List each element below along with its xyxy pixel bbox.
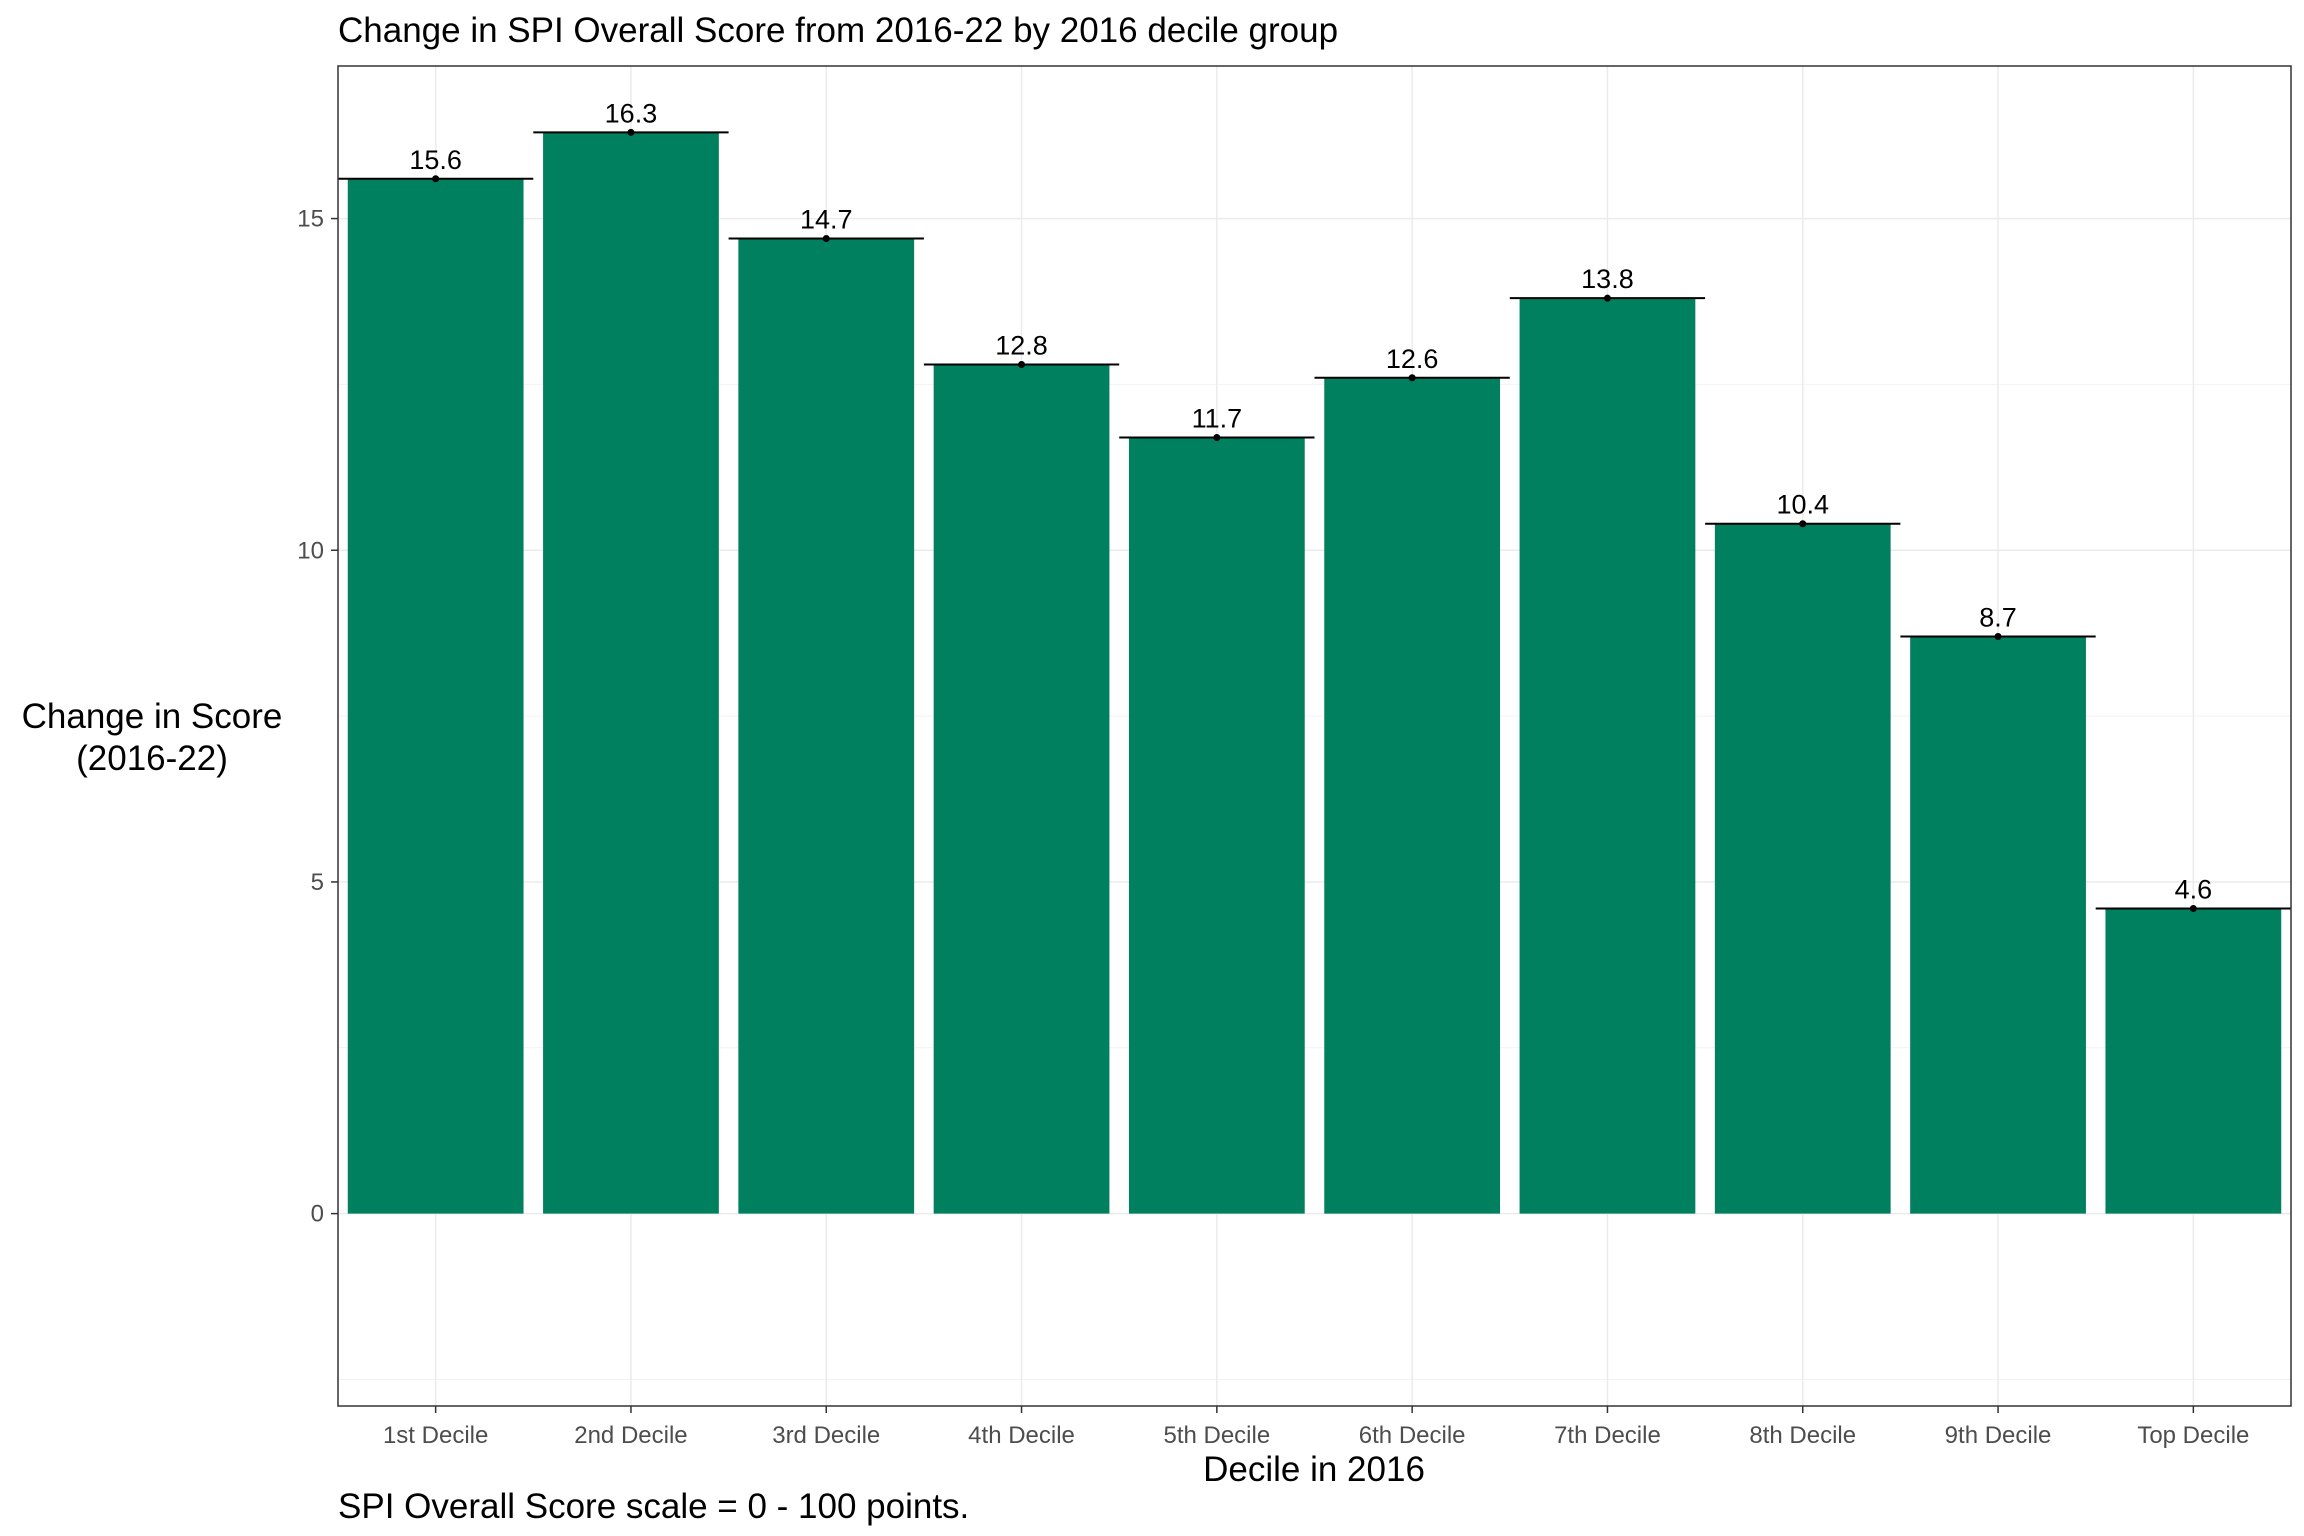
bar: [738, 238, 915, 1214]
plot-panel-border: [337, 65, 2292, 1407]
bar-layer: [347, 132, 2282, 1214]
x-tick-label: 9th Decile: [1945, 1422, 2052, 1449]
chart-caption: SPI Overall Score scale = 0 - 100 points…: [338, 1487, 969, 1526]
chart-title: Change in SPI Overall Score from 2016-22…: [338, 11, 1338, 50]
bar: [2105, 908, 2282, 1214]
x-axis-title: Decile in 2016: [1203, 1450, 1425, 1489]
data-label: 4.6: [2175, 874, 2213, 904]
x-tick-label: 2nd Decile: [574, 1422, 687, 1449]
bar: [543, 132, 719, 1214]
value-point: [2189, 904, 2197, 912]
bar: [1128, 437, 1305, 1214]
value-point: [1994, 632, 2002, 640]
x-tick-label: Top Decile: [2137, 1422, 2249, 1449]
y-axis-title-line-1: Change in Score: [22, 697, 283, 736]
y-axis-title-line-2: (2016-22): [76, 739, 228, 778]
value-point: [432, 175, 440, 183]
y-tick-label: 5: [311, 869, 324, 896]
data-label: 13.8: [1581, 264, 1634, 294]
x-tick-label: 1st Decile: [383, 1422, 488, 1449]
bar: [1714, 523, 1891, 1214]
x-tick-label: 7th Decile: [1554, 1422, 1661, 1449]
data-label: 11.7: [1192, 403, 1243, 433]
bar: [1519, 298, 1696, 1214]
data-label-layer: 15.6 16.3 14.7 12.8 11.7 12.6 13.8 10.4 8.7 4.6: [409, 98, 2212, 904]
data-label: 8.7: [1979, 602, 2017, 632]
x-axis: 1st Decile 2nd Decile 3rd Decile 4th Decile…: [383, 1406, 2249, 1449]
x-tick-label: 8th Decile: [1749, 1422, 1856, 1449]
error-bar-layer: [338, 128, 2291, 912]
data-label: 12.8: [995, 331, 1048, 361]
x-tick-label: 4th Decile: [968, 1422, 1075, 1449]
y-tick-label: 10: [297, 537, 324, 564]
value-point: [627, 128, 635, 136]
value-point: [1018, 361, 1026, 369]
value-point: [822, 234, 830, 242]
data-label: 16.3: [605, 98, 658, 128]
data-label: 14.7: [800, 204, 853, 234]
x-tick-label: 3rd Decile: [772, 1422, 880, 1449]
x-tick-label: 6th Decile: [1359, 1422, 1466, 1449]
data-label: 12.6: [1386, 344, 1439, 374]
y-axis: 0 5 10 15: [297, 206, 338, 1228]
bar: [1910, 636, 2086, 1214]
y-tick-label: 15: [297, 206, 324, 233]
value-point: [1408, 374, 1416, 382]
value-point: [1213, 433, 1221, 441]
y-tick-label: 0: [311, 1201, 324, 1228]
data-label: 10.4: [1776, 490, 1829, 520]
bar: [1324, 377, 1501, 1214]
bar: [347, 178, 524, 1214]
value-point: [1603, 294, 1611, 302]
x-tick-label: 5th Decile: [1163, 1422, 1270, 1449]
data-label: 15.6: [409, 145, 462, 175]
value-point: [1799, 520, 1807, 528]
bar: [933, 364, 1110, 1214]
